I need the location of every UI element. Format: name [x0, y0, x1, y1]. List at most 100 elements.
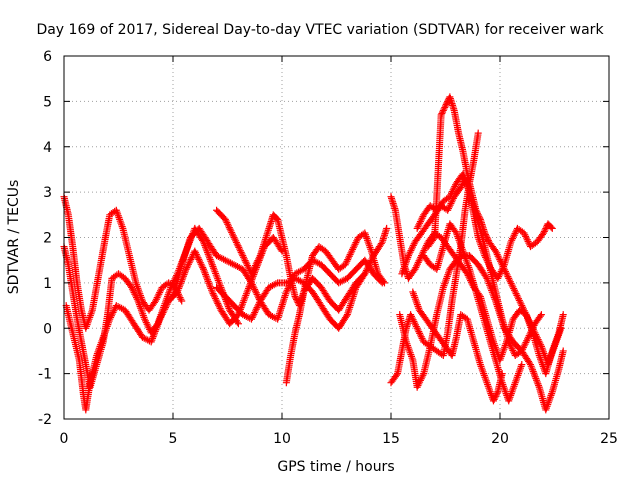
series-track-1 [60, 193, 186, 332]
data-point [509, 235, 517, 243]
data-point [251, 262, 259, 270]
y-tick-label: -1 [38, 367, 52, 383]
data-point [160, 307, 168, 315]
data-point [242, 258, 250, 266]
data-point [351, 240, 359, 248]
y-axis-label: SDTVAR / TECUs [6, 180, 22, 295]
data-point [255, 300, 263, 308]
data-point [413, 324, 421, 332]
data-point [411, 319, 419, 327]
data-point [523, 236, 531, 244]
data-point [163, 300, 171, 308]
data-point [252, 289, 260, 297]
x-tick-label: 5 [169, 431, 178, 447]
data-point [444, 206, 452, 214]
data-point [492, 392, 500, 400]
data-point [130, 289, 138, 297]
data-point [415, 221, 423, 229]
data-point [225, 224, 233, 232]
data-point [410, 317, 418, 325]
data-point [156, 315, 164, 323]
data-point [492, 391, 500, 399]
data-point [416, 329, 424, 337]
data-point [248, 281, 256, 289]
data-point [413, 383, 421, 391]
data-point [407, 312, 415, 320]
data-point [162, 302, 170, 310]
data-point [254, 257, 262, 265]
data-point [249, 282, 257, 290]
data-point [415, 380, 423, 388]
data-point [409, 241, 417, 249]
data-point [161, 304, 169, 312]
data-point [240, 255, 248, 263]
data-point [193, 252, 201, 260]
data-point [342, 259, 350, 267]
data-point [158, 312, 166, 320]
data-point [448, 188, 456, 196]
data-point [520, 229, 528, 237]
data-point [254, 302, 262, 310]
data-point [243, 260, 251, 268]
x-tick-label: 0 [60, 431, 69, 447]
data-point [221, 215, 229, 223]
data-point [132, 292, 140, 300]
data-point [215, 303, 223, 311]
data-point [155, 290, 163, 298]
data-point [291, 292, 299, 300]
data-point [255, 255, 263, 263]
data-point [364, 263, 372, 271]
x-tick-label: 25 [600, 431, 618, 447]
data-point [413, 224, 421, 232]
data-point [236, 247, 244, 255]
data-point [282, 288, 290, 296]
data-point [417, 333, 425, 341]
y-tick-label: 5 [43, 94, 52, 110]
y-tick-label: 4 [43, 140, 52, 156]
data-point [128, 285, 136, 293]
data-point [408, 245, 416, 253]
data-point [509, 233, 517, 241]
data-point [447, 191, 455, 199]
data-point [182, 265, 190, 273]
data-point [343, 257, 351, 265]
data-point [234, 320, 242, 328]
data-point [414, 258, 422, 266]
data-point [142, 319, 150, 327]
data-point [237, 248, 245, 256]
data-point [495, 273, 503, 281]
data-point [106, 315, 114, 323]
data-point [511, 230, 519, 238]
data-point [407, 311, 415, 319]
data-point [211, 293, 219, 301]
data-point [362, 268, 370, 276]
data-point [186, 257, 194, 265]
data-point [159, 309, 167, 317]
data-point [157, 314, 165, 322]
data-point [255, 253, 263, 261]
data-point [273, 214, 281, 222]
data-point [253, 258, 261, 266]
data-point [414, 326, 422, 334]
data-point [213, 298, 221, 306]
data-point [416, 255, 424, 263]
data-point [277, 246, 285, 254]
data-point [419, 371, 427, 379]
data-point [208, 288, 216, 296]
data-point [251, 307, 259, 315]
data-point [379, 277, 387, 285]
data-point [131, 290, 139, 298]
data-point [183, 264, 191, 272]
data-point [224, 220, 232, 228]
data-point [188, 254, 196, 262]
data-point [251, 309, 259, 317]
data-point [362, 267, 370, 274]
data-point [109, 308, 117, 316]
data-point [240, 253, 248, 261]
data-point [191, 247, 199, 255]
data-point [247, 270, 255, 278]
x-tick-label: 20 [491, 431, 509, 447]
data-point [414, 223, 422, 231]
data-point [234, 242, 242, 250]
data-point [158, 310, 166, 318]
